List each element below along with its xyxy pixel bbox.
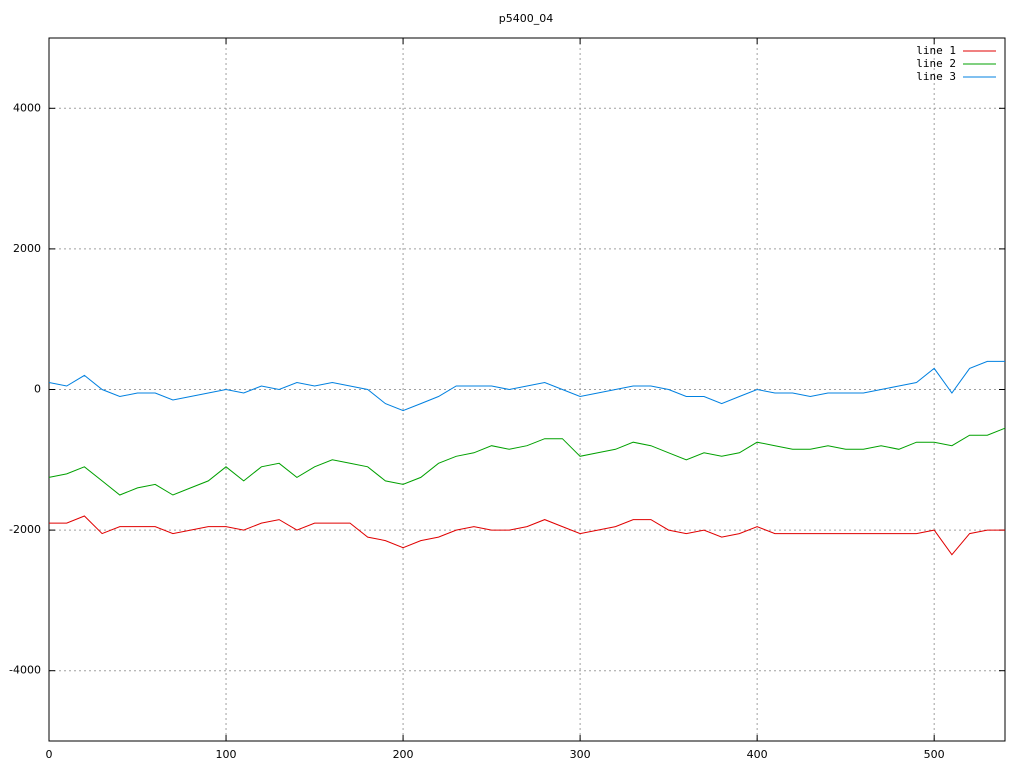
x-tick-label: 100 (216, 748, 237, 761)
plot-border (48, 37, 1006, 742)
x-tick-label: 500 (924, 748, 945, 761)
x-tick-label: 300 (570, 748, 591, 761)
y-tick-label: 2000 (13, 242, 41, 255)
data-line (48, 360, 1005, 412)
x-tick-label: 0 (46, 748, 53, 761)
x-tick-label: 400 (747, 748, 768, 761)
data-line (48, 427, 1006, 496)
legend-label: line 1 (916, 44, 956, 57)
y-tick-label: 0 (34, 383, 41, 396)
chart-title: p5400_04 (499, 12, 553, 25)
data-line (49, 515, 1005, 556)
y-tick-label: -4000 (9, 664, 41, 677)
y-tick-label: 4000 (13, 101, 41, 114)
legend-label: line 2 (916, 57, 956, 70)
legend-label: line 3 (916, 70, 956, 83)
y-tick-label: -2000 (9, 523, 41, 536)
x-tick-label: 200 (393, 748, 414, 761)
